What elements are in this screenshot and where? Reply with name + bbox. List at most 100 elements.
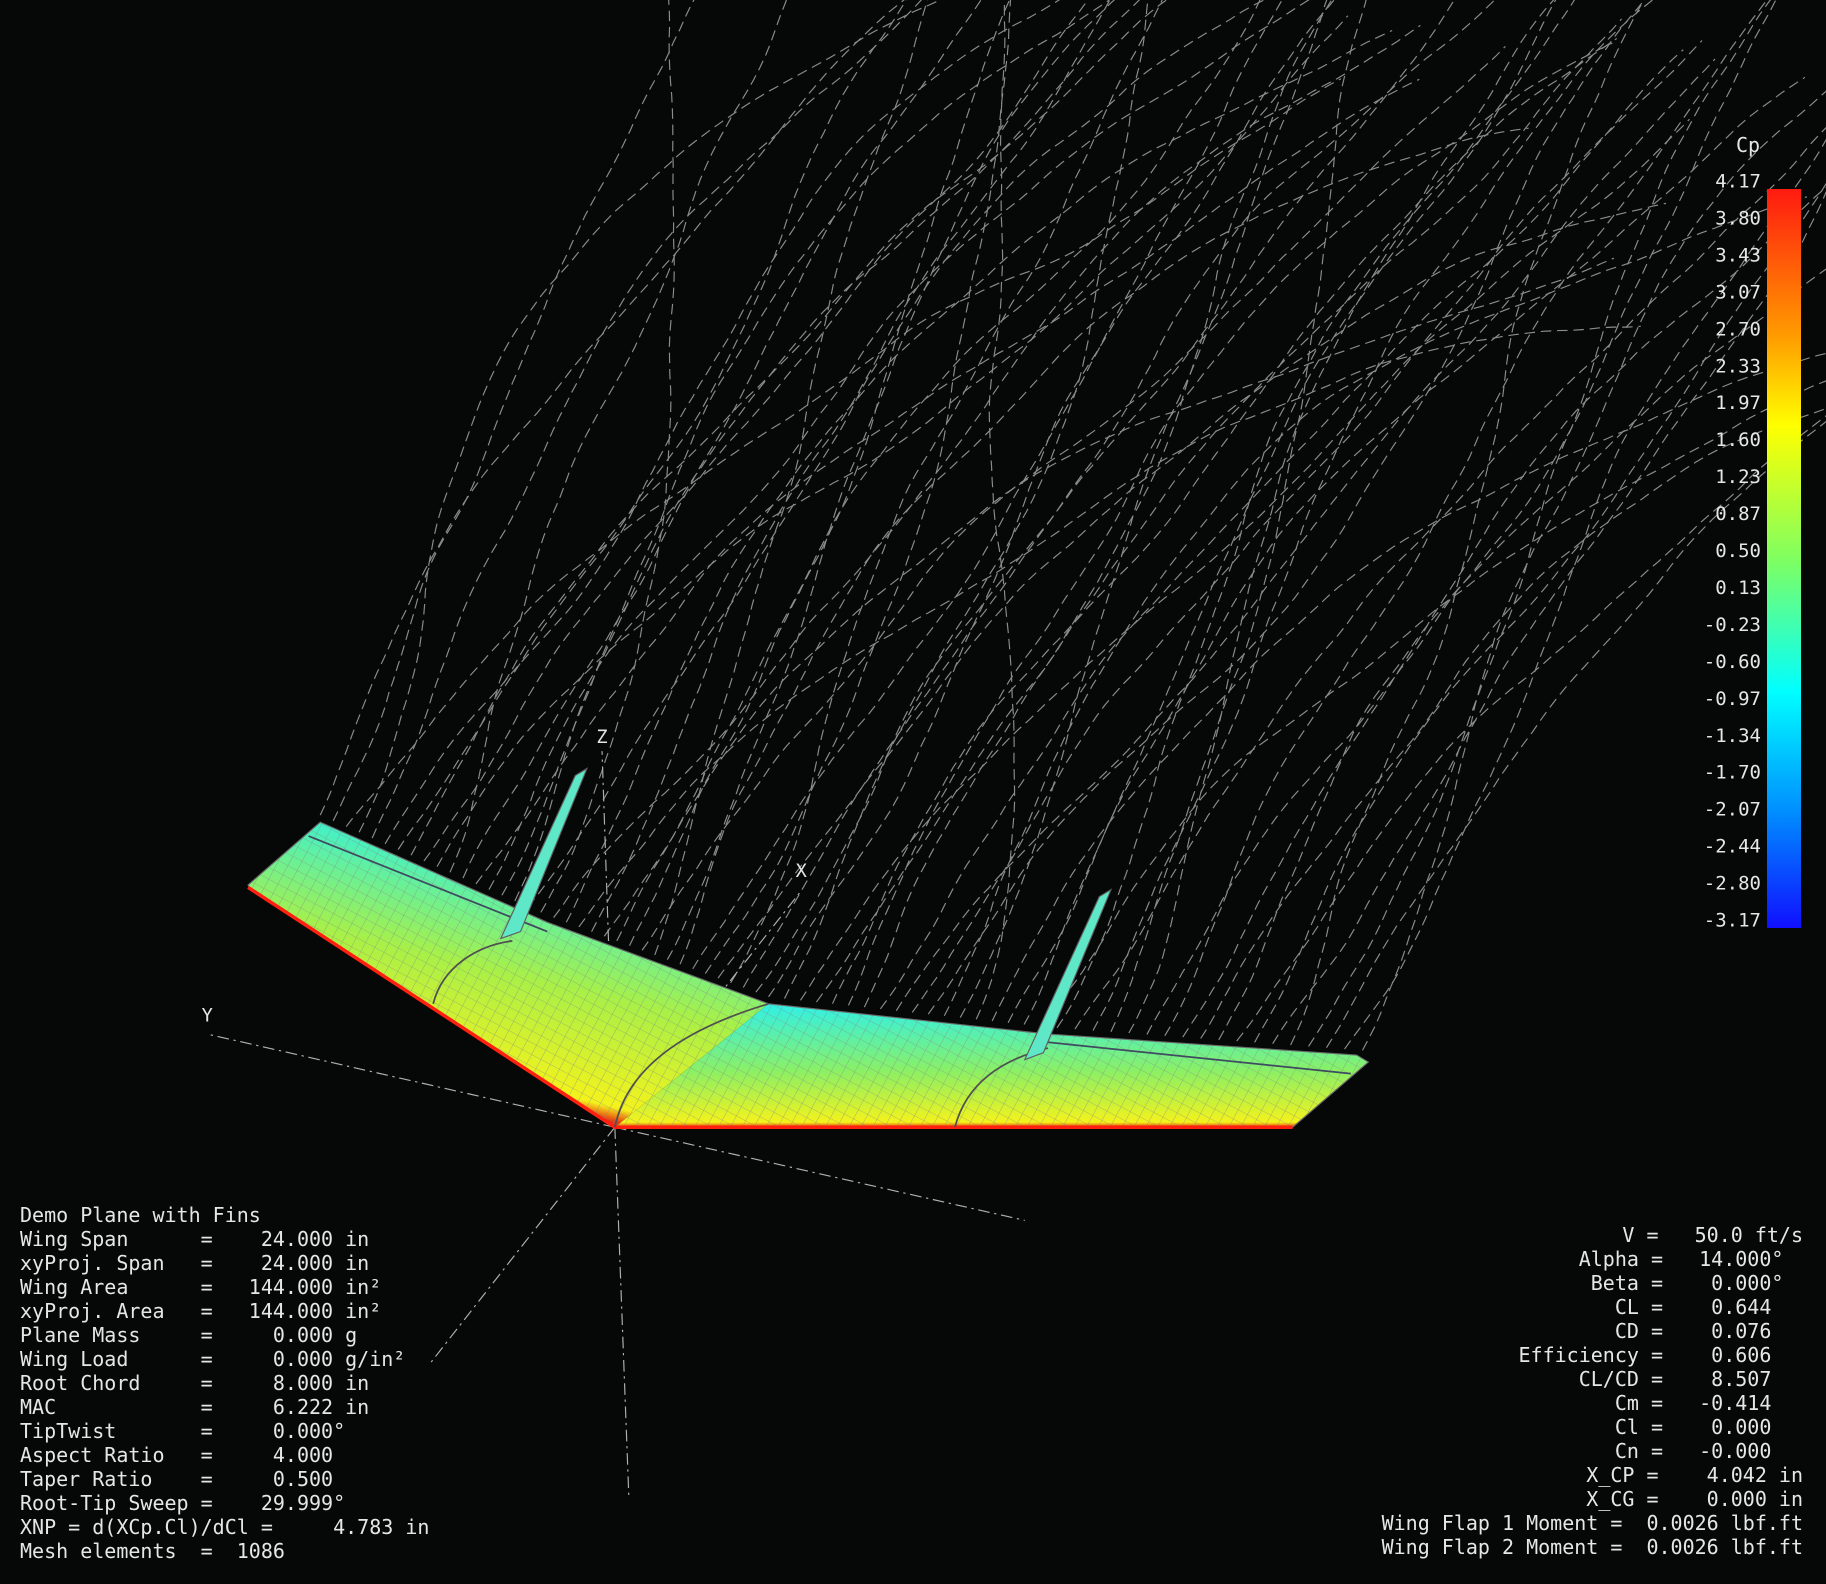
result-label: Wing Flap 1 Moment = — [1381, 1511, 1623, 1535]
info-line: xyProj. Span = 24.000 in — [20, 1251, 370, 1275]
result-label: X_CP = — [1586, 1463, 1659, 1487]
streamline — [565, 29, 1393, 923]
result-label: Cm = — [1614, 1391, 1663, 1415]
info-line: MAC = 6.222 in — [20, 1395, 370, 1419]
left-fin — [499, 767, 589, 940]
result-value: -0.000 — [1663, 1439, 1772, 1463]
flap-hinge — [308, 835, 1351, 1075]
result-label: Wing Flap 2 Moment = — [1381, 1535, 1623, 1559]
result-value: 14.000° — [1663, 1247, 1784, 1271]
streamline — [345, 78, 1342, 827]
result-label: X_CG = — [1586, 1487, 1659, 1511]
streamline — [991, 352, 1826, 1022]
colorbar-tick-label: -2.80 — [1704, 873, 1761, 895]
result-label: CL/CD = — [1578, 1367, 1663, 1391]
streamline — [1110, 0, 1367, 1032]
colorbar-tick-label: -3.17 — [1704, 910, 1761, 932]
result-value: 8.507 — [1663, 1367, 1772, 1391]
colorbar-tick-label: 2.33 — [1715, 355, 1761, 377]
streamline — [578, 325, 1641, 928]
result-label: Efficiency = — [1518, 1343, 1664, 1367]
result-value: 0.076 — [1663, 1319, 1772, 1343]
info-line: Root Chord = 8.000 in — [20, 1371, 370, 1395]
streamline — [1290, 0, 1645, 1046]
streamline — [717, 202, 1667, 979]
info-line: Root-Tip Sweep = 29.999° — [20, 1491, 346, 1515]
streamline — [462, 0, 982, 879]
streamline — [927, 0, 1646, 1015]
info-line: XNP = d(XCp.Cl)/dCl = 4.783 in — [20, 1515, 430, 1539]
streamline — [1023, 0, 1557, 1025]
streamline — [959, 0, 1328, 1018]
result-value: -0.414 — [1663, 1391, 1772, 1415]
colorbar-tick-label: 1.60 — [1715, 429, 1761, 451]
axis-z-neg — [614, 1127, 630, 1497]
streamline — [527, 0, 1266, 908]
streamline — [514, 0, 1141, 902]
result-value: 0.606 — [1663, 1343, 1772, 1367]
result-value: 0.000° — [1663, 1271, 1784, 1295]
result-label: Cn = — [1614, 1439, 1663, 1463]
axis-label: Z — [596, 727, 607, 748]
streamline — [1039, 380, 1826, 1027]
result-label: CL = — [1614, 1295, 1663, 1319]
result-value: 0.644 — [1663, 1295, 1772, 1319]
colorbar-tick-label: 3.43 — [1715, 244, 1761, 266]
streamlines — [319, 0, 1826, 1051]
colorbar-tick-label: 1.97 — [1715, 392, 1761, 414]
info-line: Aspect Ratio = 4.000 — [20, 1443, 334, 1467]
streamline — [1182, 186, 1826, 1038]
streamline — [666, 0, 1116, 960]
axis-label: X — [796, 861, 808, 882]
result-label: CD = — [1614, 1319, 1663, 1343]
streamline — [1361, 90, 1826, 1051]
streamline — [358, 0, 942, 833]
colorbar-tick-label: 0.87 — [1715, 503, 1761, 525]
streamline — [975, 0, 1016, 1020]
info-line: TipTwist = 0.000° — [20, 1419, 346, 1443]
streamline — [815, 0, 1333, 1003]
colorbar-tick-label: -2.07 — [1704, 799, 1761, 821]
result-value: 50.0 ft/s — [1658, 1223, 1804, 1247]
colorbar-tick-label: 3.07 — [1715, 281, 1761, 303]
colorbar-tick-label: -1.34 — [1704, 725, 1761, 747]
streamline — [397, 0, 908, 850]
streamline — [384, 0, 1061, 845]
streamline — [449, 0, 788, 873]
streamline — [540, 0, 675, 913]
result-value: 0.000 — [1663, 1415, 1772, 1439]
streamline — [553, 24, 1421, 918]
result-value: 0.0026 lbf.ft — [1622, 1535, 1804, 1559]
streamline — [879, 49, 1684, 1010]
info-line: Wing Span = 24.000 in — [20, 1227, 370, 1251]
streamline — [847, 42, 1613, 1006]
info-line: Taper Ratio = 0.500 — [20, 1467, 334, 1491]
streamline — [768, 0, 1335, 998]
streamline — [1325, 420, 1826, 1049]
streamline — [629, 0, 1011, 946]
streamline — [1007, 76, 1806, 1024]
streamline — [799, 118, 1690, 1001]
streamline — [1056, 0, 1576, 1029]
streamline — [831, 37, 1618, 1004]
streamline — [319, 0, 905, 816]
streamline — [436, 15, 1349, 867]
streamline — [730, 0, 1163, 984]
streamline — [616, 0, 1261, 942]
streamline — [475, 78, 1420, 885]
streamline — [1164, 0, 1768, 1037]
streamline — [784, 0, 1149, 999]
result-value: 0.000 in — [1658, 1487, 1804, 1511]
colorbar-tick-label: 1.23 — [1715, 466, 1761, 488]
streamline — [1146, 0, 1777, 1035]
streamline — [1218, 268, 1826, 1041]
wing — [247, 767, 1370, 1129]
streamline — [423, 0, 1089, 862]
streamline — [641, 45, 1506, 951]
streamline — [1344, 138, 1826, 1050]
streamline — [755, 0, 1496, 993]
streamline — [410, 0, 1168, 856]
streamline — [371, 0, 923, 839]
info-line: xyProj. Area = 144.000 in² — [20, 1299, 382, 1323]
